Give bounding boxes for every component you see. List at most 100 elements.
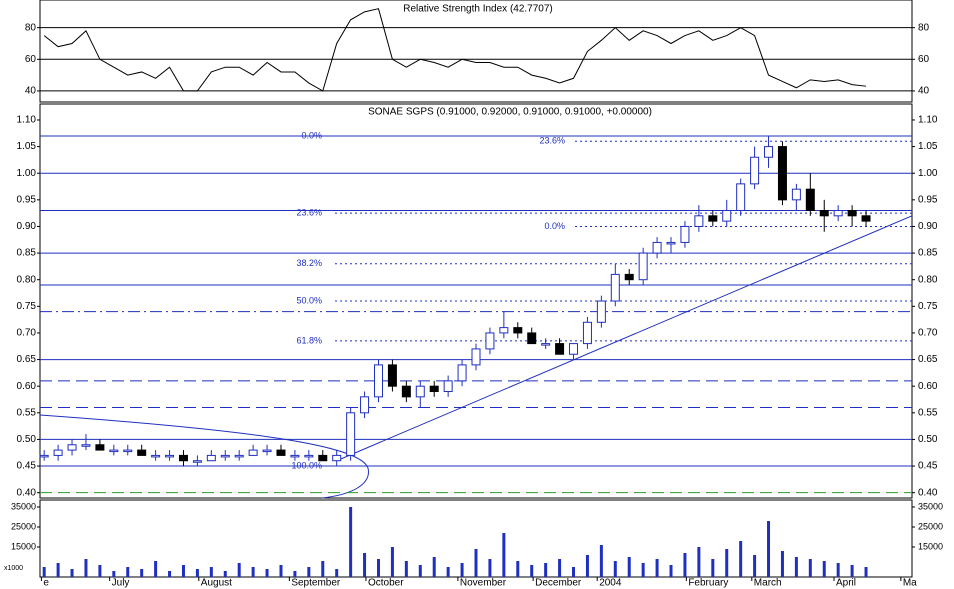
volume-bar — [390, 547, 394, 577]
x-tick-label: February — [688, 578, 728, 589]
volume-bar — [753, 555, 757, 577]
retracement-label: 50.0% — [296, 295, 322, 305]
y-tick-label-right: 15000 — [918, 541, 943, 551]
candle-body — [652, 241, 662, 254]
y-tick-label: 15000 — [11, 541, 36, 551]
volume-bar — [599, 545, 603, 577]
y-tick-label: 0.55 — [17, 407, 37, 418]
volume-bar — [655, 559, 659, 577]
candle-body — [582, 321, 592, 345]
retracement-label: 38.2% — [296, 258, 322, 268]
y-tick-label: 0.95 — [17, 194, 37, 205]
candle-body — [346, 412, 356, 456]
rsi-line — [43, 8, 867, 92]
y-tick-label: 35000 — [11, 501, 36, 511]
candle-body — [220, 454, 230, 458]
candle-body — [401, 385, 411, 398]
retracement-label: 100.0% — [291, 460, 322, 470]
rsi-title: Relative Strength Index (42.7707) — [403, 4, 553, 15]
volume-bar — [446, 567, 450, 577]
y-tick-label-right: 1.00 — [918, 168, 938, 179]
x-tick-label: October — [368, 578, 404, 589]
y-tick-label-right: 1.05 — [918, 141, 938, 152]
volume-bar — [530, 565, 534, 577]
y-tick-label-right: 0.55 — [918, 407, 938, 418]
candle-body — [415, 385, 425, 398]
candle-body — [791, 188, 801, 201]
retracement-label: 0.0% — [544, 221, 565, 231]
volume-bar — [363, 553, 367, 577]
volume-bar — [279, 565, 283, 577]
y-tick-label-right: 40 — [918, 86, 930, 97]
y-tick-label: 0.45 — [17, 461, 37, 472]
volume-bar — [516, 561, 520, 577]
y-tick-label-right: 0.60 — [918, 381, 938, 392]
candle-body — [499, 327, 509, 334]
candle-body — [81, 444, 91, 447]
retracement-label: 23.6% — [539, 136, 565, 146]
y-tick-label-right: 25000 — [918, 521, 943, 531]
y-tick-label-right: 0.95 — [918, 194, 938, 205]
y-tick-label: 0.50 — [17, 434, 37, 445]
y-tick-label: 0.85 — [17, 248, 37, 259]
candle-body — [332, 454, 342, 462]
volume-bar — [56, 563, 60, 577]
candle-body — [387, 364, 397, 387]
volume-bar — [683, 553, 687, 577]
volume-bar — [307, 567, 311, 577]
candle-body — [666, 241, 676, 245]
y-tick-label-right: 0.90 — [918, 221, 938, 232]
y-tick-label-right: 60 — [918, 54, 930, 65]
volume-bar — [251, 567, 255, 577]
y-tick-label-right: 0.65 — [918, 354, 938, 365]
volume-bar — [460, 563, 464, 577]
volume-bar — [794, 557, 798, 577]
volume-bar — [223, 571, 227, 577]
candle-body — [262, 449, 272, 453]
candle-body — [95, 444, 105, 451]
volume-unit: x1000 — [4, 565, 23, 572]
volume-bar — [418, 565, 422, 577]
x-tick-label: March — [754, 578, 782, 589]
candle-body — [53, 449, 63, 456]
volume-bar — [864, 567, 868, 577]
candle-body — [304, 454, 314, 458]
y-tick-label: 25000 — [11, 521, 36, 531]
volume-bar — [474, 549, 478, 577]
candle-body — [485, 332, 495, 350]
volume-bar — [70, 569, 74, 577]
volume-bar — [432, 557, 436, 577]
x-tick-label: September — [291, 578, 341, 589]
candle-body — [137, 449, 147, 456]
y-tick-label: 0.90 — [17, 221, 37, 232]
y-tick-label: 1.10 — [17, 115, 37, 126]
trendline — [336, 215, 913, 462]
y-tick-label-right: 80 — [918, 22, 930, 33]
y-tick-label: 0.65 — [17, 354, 37, 365]
retracement-label: 61.8% — [296, 335, 322, 345]
x-tick-label: 2004 — [599, 578, 622, 589]
volume-bar — [140, 569, 144, 577]
candle-body — [694, 215, 704, 227]
candle-body — [624, 273, 634, 281]
candle-body — [513, 327, 523, 334]
volume-bar — [98, 565, 102, 577]
volume-bar — [739, 541, 743, 577]
candle-body — [151, 454, 161, 458]
candle-body — [206, 454, 216, 462]
y-tick-label: 80 — [25, 22, 37, 33]
candle-body — [429, 385, 439, 393]
volume-bar — [836, 563, 840, 577]
volume-bar — [808, 559, 812, 577]
candle-body — [750, 156, 760, 185]
volume-bar — [558, 559, 562, 577]
candle-body — [805, 188, 815, 211]
candle-body — [443, 380, 453, 393]
volume-bar — [488, 559, 492, 577]
y-tick-label-right: 35000 — [918, 501, 943, 511]
y-tick-label: 40 — [25, 86, 37, 97]
candle-body — [722, 209, 732, 222]
candle-body — [764, 146, 774, 158]
candle-body — [596, 300, 606, 323]
volume-bar — [293, 571, 297, 577]
